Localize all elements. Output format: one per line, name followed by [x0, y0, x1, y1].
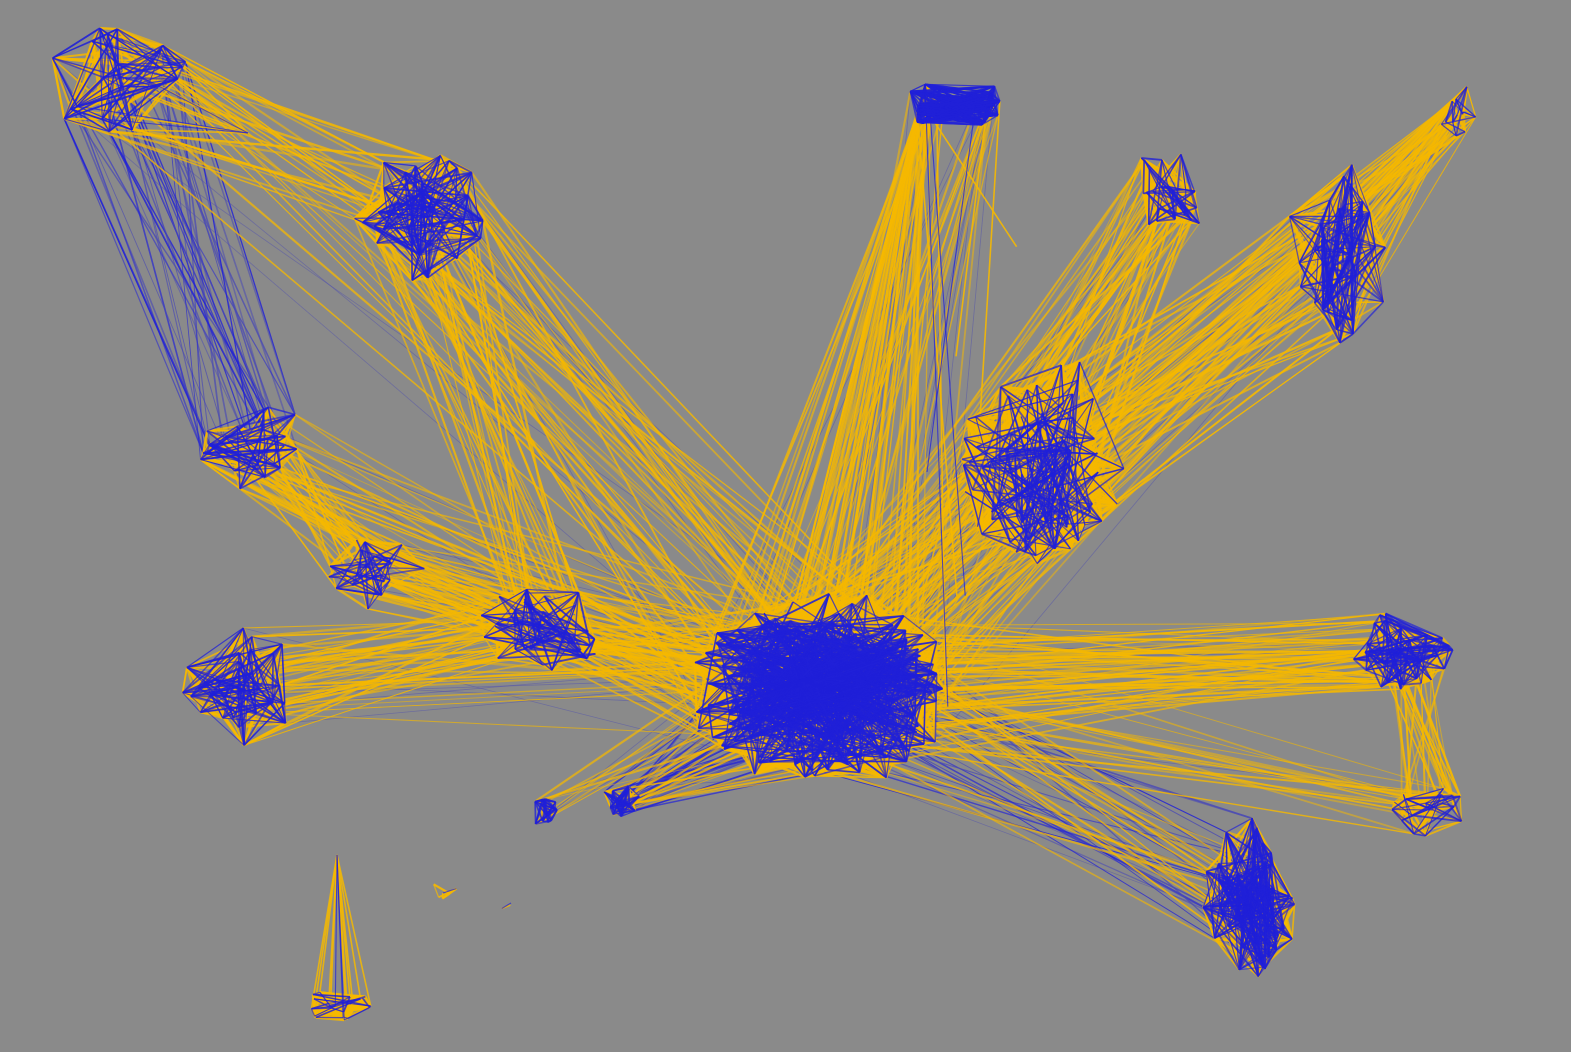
edge-layer-blue	[51, 27, 1477, 1021]
